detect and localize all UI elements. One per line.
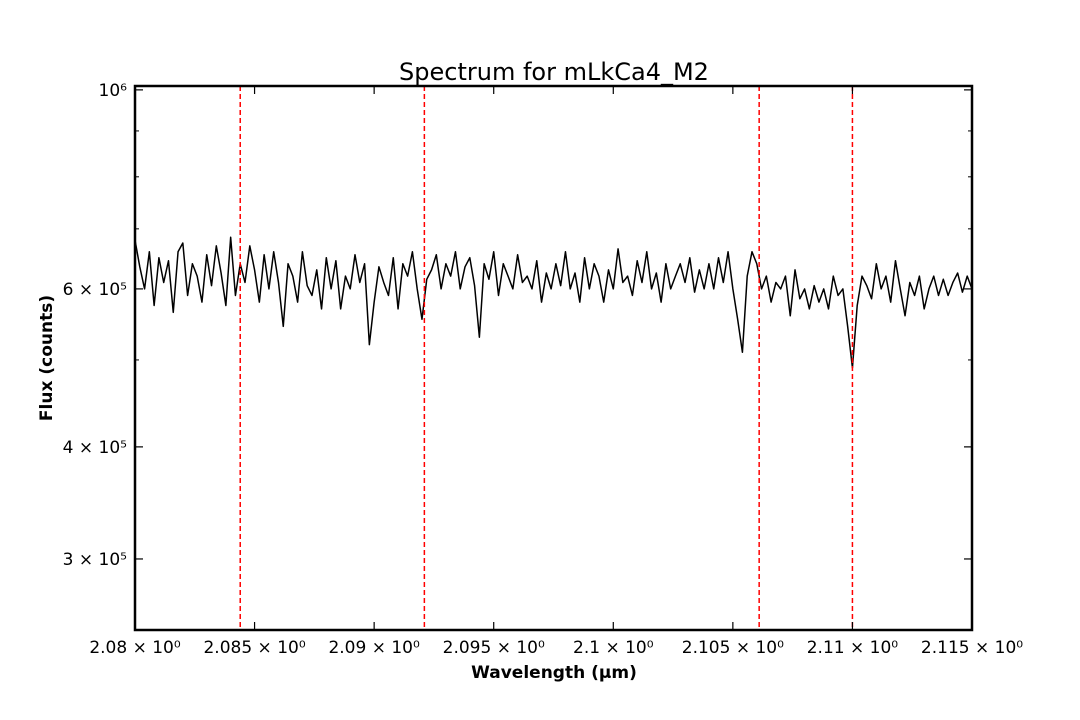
y-tick-label: 10⁶ — [99, 81, 128, 101]
x-tick-label: 2.11 × 10⁰ — [807, 638, 899, 658]
y-tick-label: 3 × 10⁵ — [63, 550, 127, 570]
y-axis: 3 × 10⁵ 4 × 10⁵ 6 × 10⁵ 10⁶ — [63, 81, 972, 570]
x-tick-label: 2.08 × 10⁰ — [89, 638, 181, 658]
y-tick-label: 4 × 10⁵ — [63, 438, 127, 458]
x-tick-label: 2.115 × 10⁰ — [921, 638, 1023, 658]
x-axis-label: Wavelength (µm) — [471, 663, 637, 683]
y-tick-label: 6 × 10⁵ — [63, 280, 127, 300]
chart-title: Spectrum for mLkCa4_M2 — [399, 58, 709, 86]
x-tick-label: 2.085 × 10⁰ — [203, 638, 305, 658]
axes-frame — [133, 84, 974, 632]
x-axis: 2.08 × 10⁰ 2.085 × 10⁰ 2.09 × 10⁰ 2.095 × 1… — [89, 86, 1023, 658]
plot-area — [134, 86, 973, 630]
x-tick-label: 2.09 × 10⁰ — [328, 638, 420, 658]
x-tick-label: 2.095 × 10⁰ — [443, 638, 545, 658]
x-tick-label: 2.105 × 10⁰ — [682, 638, 784, 658]
spectrum-series-line — [134, 236, 973, 369]
y-axis-label: Flux (counts) — [37, 295, 57, 421]
x-tick-label: 2.1 × 10⁰ — [573, 638, 654, 658]
